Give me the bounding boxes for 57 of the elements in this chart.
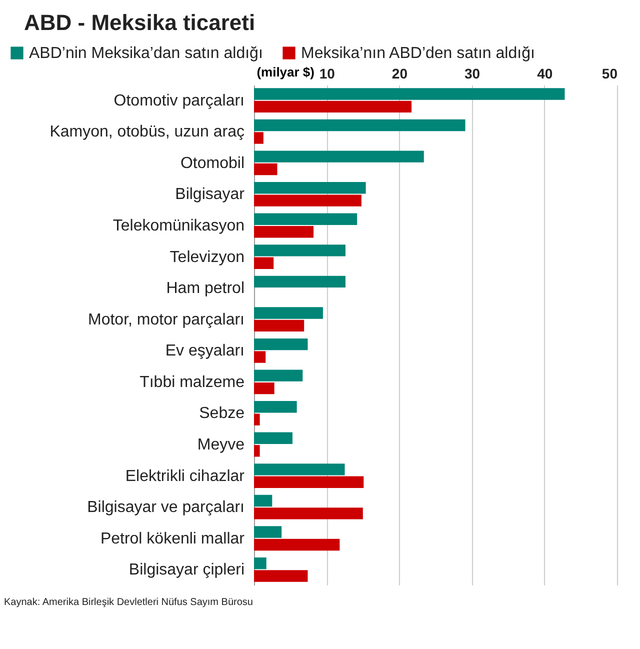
bar (254, 414, 260, 426)
bar (254, 382, 274, 394)
bar (254, 494, 272, 507)
bar (254, 570, 308, 582)
bar (254, 163, 278, 176)
bar (254, 194, 362, 206)
bar (254, 320, 304, 332)
bar (254, 508, 363, 520)
bar (254, 132, 264, 144)
bar (254, 432, 292, 444)
y-tick-label: Telekomünikasyon (112, 217, 244, 234)
y-tick-label: Kamyon, otobüs, uzun araç (50, 124, 244, 141)
bar (254, 226, 314, 238)
bar (254, 307, 323, 319)
y-tick-label: Televizyon (170, 248, 244, 266)
text: Kaynak: Amerika Birleşik Devletleri Nüfus Sayım Bürosu (4, 597, 253, 608)
bar (254, 213, 358, 225)
y-tick-label: Bilgisayar ve parçaları (87, 499, 244, 516)
bar (254, 401, 297, 413)
bar (254, 338, 308, 350)
bar (254, 476, 364, 488)
bar (254, 257, 274, 269)
y-tick-label: Otomotiv parçaları (114, 92, 244, 110)
bar (254, 276, 346, 288)
bar (254, 88, 565, 100)
x-tick-label: 40 (537, 66, 553, 82)
y-tick-label: Ev eşyaları (165, 342, 244, 360)
bar (254, 464, 345, 476)
y-tick-label: Meyve (197, 436, 245, 454)
bar (254, 182, 366, 194)
y-tick-label: Ham petrol (166, 280, 244, 298)
y-tick-label: Motor, motor parçaları (88, 311, 244, 328)
chart-title: ABD - Meksika ticareti (24, 10, 256, 35)
y-tick-label: Bilgisayar çipleri (128, 562, 244, 579)
y-tick-label: Tıbbi malzeme (140, 374, 245, 391)
x-axis-title: (milyar $) (256, 64, 314, 80)
bar (254, 119, 466, 132)
bar (254, 538, 340, 551)
y-tick-label: Bilgisayar (175, 186, 246, 204)
x-tick-label: 30 (464, 66, 480, 82)
bar (254, 150, 424, 162)
x-tick-label: 20 (392, 66, 408, 82)
bar (254, 557, 266, 570)
bar (254, 244, 346, 256)
y-tick-label: Otomobil (180, 154, 244, 172)
bar (254, 526, 282, 538)
x-tick-label: 50 (602, 66, 618, 82)
bar (254, 351, 266, 363)
bar (254, 100, 412, 113)
x-tick-label: 10 (319, 66, 336, 82)
bar (254, 370, 303, 382)
legend-label: ABD’nin Meksika’dan satın aldığı (29, 45, 263, 62)
legend-label: Meksika’nın ABD’den satın aldığı (301, 45, 535, 62)
y-tick-label: Petrol kökenli mallar (100, 530, 246, 548)
y-tick-label: Sebze (199, 405, 245, 422)
bar (254, 445, 260, 457)
y-tick-label: Elektrikli cihazlar (125, 468, 246, 485)
